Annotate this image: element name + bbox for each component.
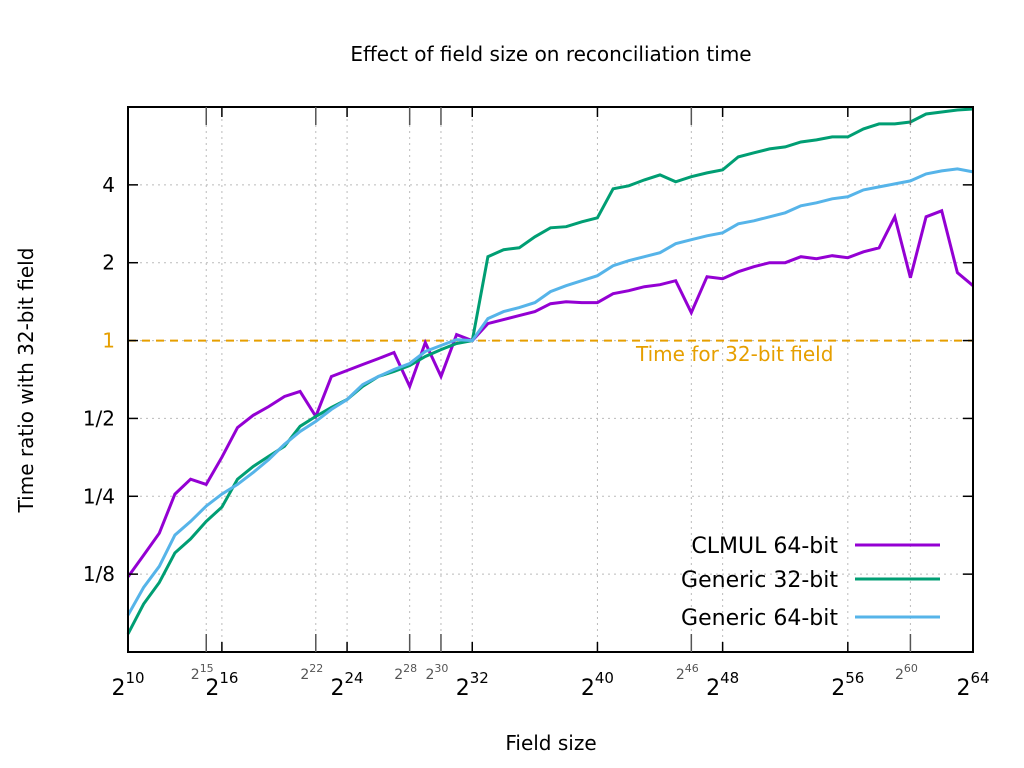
x-tick-base: 2 [111, 676, 125, 701]
y-tick-label: 4 [102, 173, 115, 197]
chart-title: Effect of field size on reconciliation t… [350, 42, 751, 66]
x-tick-base: 2 [895, 667, 904, 683]
x-tick-label: 232 [456, 669, 489, 701]
legend-label: CLMUL 64-bit [691, 534, 838, 559]
x-tick-label: 216 [205, 669, 238, 701]
x-tick-exponent: 15 [200, 662, 214, 675]
x-tick-label: 256 [831, 669, 864, 701]
x-tick-base: 2 [456, 676, 470, 701]
x-tick-base: 2 [831, 676, 845, 701]
y-tick-label: 1/8 [83, 562, 115, 586]
series-line-generic-32-bit [126, 107, 974, 635]
y-tick-label: 1/4 [83, 484, 115, 508]
x-tick-exponent: 16 [219, 669, 238, 687]
legend-label: Generic 32-bit [681, 568, 838, 593]
y-tick-label: 1 [102, 329, 115, 353]
y-tick-label: 2 [102, 251, 115, 275]
series-line-clmul-64-bit [126, 208, 974, 578]
x-tick-exponent: 40 [595, 669, 614, 687]
x-tick-base: 2 [676, 667, 685, 683]
x-tick-label: 248 [706, 669, 739, 701]
legend-label: Generic 64-bit [681, 606, 838, 631]
legend: CLMUL 64-bit Generic 32-bit Generic 64-bit [681, 534, 940, 631]
x-tick-label: 240 [581, 669, 614, 701]
x-tick-base: 2 [331, 676, 345, 701]
x-tick-label: 210 [111, 669, 144, 701]
reference-line-label: Time for 32-bit field [635, 342, 833, 366]
x-tick-base: 2 [581, 676, 595, 701]
y-axis-label: Time ratio with 32-bit field [14, 248, 38, 514]
plot-border [127, 106, 974, 653]
x-minor-tick-label: 246 [676, 662, 699, 683]
x-tick-exponent: 30 [434, 662, 448, 675]
x-tick-base: 2 [706, 676, 720, 701]
x-tick-base: 2 [426, 667, 435, 683]
x-tick-base: 2 [300, 667, 309, 683]
x-tick-label: 224 [331, 669, 364, 701]
x-axis-label: Field size [505, 731, 596, 755]
x-tick-base: 2 [956, 676, 970, 701]
x-tick-exponent: 28 [403, 662, 417, 675]
y-tick-label: 1/2 [83, 406, 115, 430]
x-tick-exponent: 64 [970, 669, 989, 687]
series-line-generic-64-bit [126, 167, 974, 616]
x-tick-base: 2 [191, 667, 200, 683]
x-tick-base: 2 [394, 667, 403, 683]
x-minor-tick-label: 228 [394, 662, 417, 683]
x-tick-exponent: 24 [345, 669, 364, 687]
x-tick-exponent: 46 [685, 662, 699, 675]
x-minor-tick-label: 230 [426, 662, 449, 683]
x-tick-exponent: 22 [309, 662, 323, 675]
x-tick-label: 264 [956, 669, 989, 701]
x-tick-exponent: 60 [904, 662, 918, 675]
grid [128, 107, 973, 652]
x-tick-base: 2 [205, 676, 219, 701]
x-tick-exponent: 48 [720, 669, 739, 687]
series-group [126, 107, 974, 635]
x-minor-tick-label: 215 [191, 662, 214, 683]
x-tick-exponent: 56 [845, 669, 864, 687]
x-minor-tick-label: 260 [895, 662, 918, 683]
x-tick-exponent: 32 [470, 669, 489, 687]
x-minor-tick-label: 222 [300, 662, 323, 683]
x-tick-exponent: 10 [125, 669, 144, 687]
